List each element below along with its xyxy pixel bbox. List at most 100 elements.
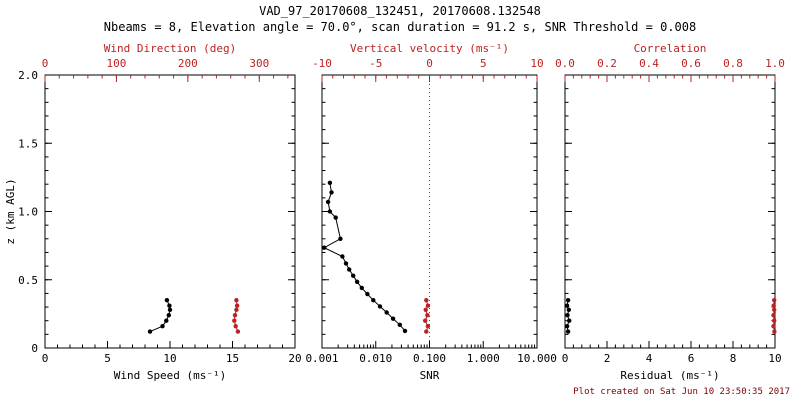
residual-point: [564, 324, 570, 329]
vertical-velocity-point: [423, 307, 428, 312]
vertical-velocity-point: [425, 324, 431, 329]
snr-point: [322, 245, 327, 250]
residual-point: [565, 298, 571, 303]
wind-direction-point: [232, 313, 238, 318]
top-x-tick-label: 300: [249, 57, 269, 70]
snr-point: [333, 215, 338, 220]
residual-panel: 0 2 4 6 8 10 0.0 0.2 0.4 0.6 0.8 1.0 Residual (ms⁻¹)…: [555, 42, 785, 382]
top-x-tick-label: 1.0: [765, 57, 785, 70]
x-tick-label: 5: [104, 352, 111, 365]
top-x-tick-label: 10: [530, 57, 543, 70]
residual-point: [567, 318, 572, 323]
snr-point: [327, 180, 333, 185]
snr-point: [384, 310, 389, 315]
x-tick-label: 10: [768, 352, 781, 365]
snr-point: [377, 304, 383, 309]
y-tick-label: 0: [31, 342, 38, 355]
x-tick-label: 4: [646, 352, 653, 365]
snr-point: [371, 298, 376, 303]
top-x-tick-label: 5: [480, 57, 487, 70]
x-tick-label: 6: [688, 352, 695, 365]
x-tick-label: 0.001: [305, 352, 338, 365]
top-x-tick-label: 0.4: [639, 57, 659, 70]
snr-panel: 0.001 0.010 0.100 1.000 10.000 -10 -5 0 5 10 SNR Ve…: [305, 42, 556, 382]
wind-direction-points: [232, 298, 241, 334]
snr-point: [359, 285, 364, 291]
vertical-velocity-point: [423, 318, 428, 323]
y-tick-label: 1.0: [18, 206, 38, 219]
snr-point: [343, 261, 349, 266]
plot-title: VAD_97_20170608_132451, 20170608.132548: [259, 4, 541, 18]
snr-point: [340, 254, 345, 259]
snr-point: [327, 209, 333, 214]
snr-point: [347, 267, 352, 272]
x-axis-label: Wind Speed (ms⁻¹): [114, 369, 227, 382]
y-axis-label: z (km AGL): [4, 178, 17, 244]
top-x-tick-label: 0.0: [555, 57, 575, 70]
correlation-points: [771, 298, 777, 334]
top-x-tick-label: 200: [178, 57, 198, 70]
snr-point: [325, 199, 331, 205]
residual-points: [564, 298, 572, 334]
y-tick-label: 2.0: [18, 69, 38, 82]
wind-speed-point: [164, 318, 169, 323]
snr-point: [338, 236, 343, 241]
x-tick-label: 2: [604, 352, 611, 365]
y-tick-label: 1.5: [18, 137, 38, 150]
top-x-tick-label: 0.8: [723, 57, 743, 70]
x-tick-label: 0: [42, 352, 49, 365]
panel-frame: [564, 74, 776, 349]
top-x-tick-label: 0.2: [597, 57, 617, 70]
wind-speed-point: [164, 298, 170, 303]
wind-speed-point: [160, 324, 165, 329]
snr-point: [390, 316, 396, 321]
correlation-point: [771, 303, 776, 308]
plot-created-timestamp: Plot created on Sat Jun 10 23:50:35 2017: [573, 387, 790, 397]
x-tick-label: 8: [730, 352, 737, 365]
top-x-axis-label: Wind Direction (deg): [104, 42, 236, 55]
residual-point: [566, 307, 571, 312]
top-x-tick-label: 0.6: [681, 57, 701, 70]
snr-point: [365, 291, 370, 297]
wind-direction-point: [233, 324, 238, 329]
x-tick-label: 20: [288, 352, 301, 365]
snr-line: [323, 182, 406, 332]
snr-point: [402, 328, 408, 334]
vertical-velocity-point: [425, 303, 431, 308]
x-tick-label: 1.000: [467, 352, 500, 365]
snr-point: [397, 322, 402, 327]
y-tick-label: 0.5: [18, 274, 38, 287]
x-tick-label: 10: [163, 352, 176, 365]
wind-speed-point: [166, 313, 171, 318]
wind-direction-point: [234, 307, 239, 312]
wind-direction-point: [234, 303, 240, 308]
correlation-point: [771, 313, 776, 318]
x-tick-label: 0.100: [413, 352, 446, 365]
snr-points: [322, 180, 408, 334]
residual-point: [565, 329, 571, 334]
residual-point: [565, 313, 570, 318]
x-axis-label: Residual (ms⁻¹): [620, 369, 719, 382]
top-x-tick-label: -5: [369, 57, 382, 70]
wind-speed-point: [167, 303, 172, 308]
top-x-tick-label: 0: [426, 57, 433, 70]
x-tick-label: 0: [562, 352, 569, 365]
top-x-tick-label: -10: [312, 57, 332, 70]
x-tick-label: 10.000: [517, 352, 557, 365]
vertical-velocity-point: [424, 298, 429, 303]
wind-direction-point: [235, 329, 241, 334]
correlation-point: [772, 329, 777, 334]
wind-speed-point: [167, 307, 173, 312]
plot-subtitle: Nbeams = 8, Elevation angle = 70.0°, sca…: [103, 20, 697, 34]
vertical-velocity-points: [423, 298, 431, 334]
correlation-point: [772, 298, 777, 303]
correlation-point: [772, 307, 777, 312]
wind-speed-point: [147, 329, 153, 334]
wind-speed-points: [147, 298, 173, 334]
correlation-point: [772, 318, 777, 323]
x-axis-label: SNR: [420, 369, 440, 382]
top-x-tick-label: 100: [106, 57, 126, 70]
